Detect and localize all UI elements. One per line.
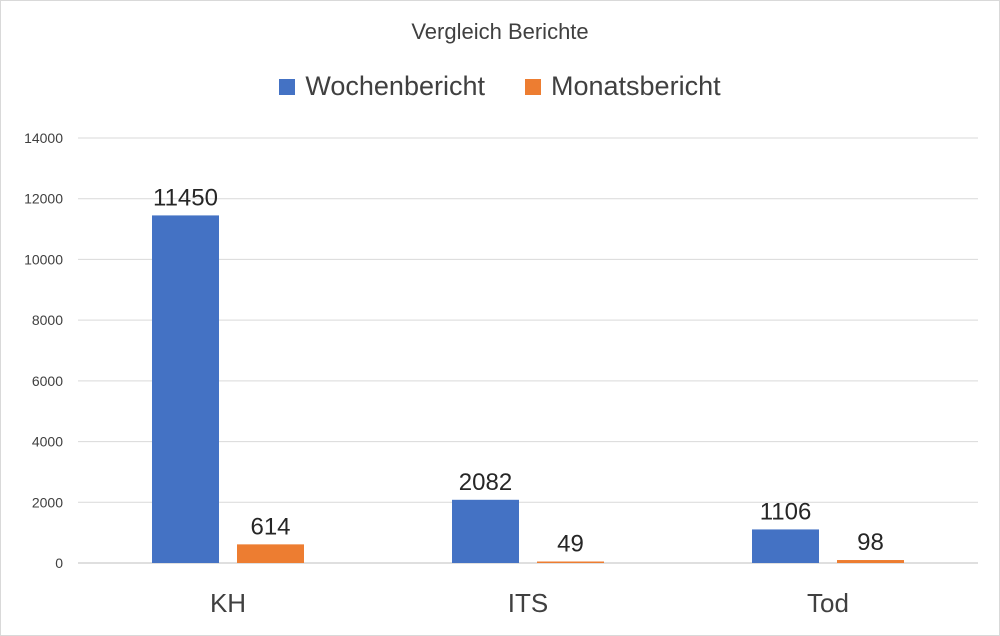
legend: Wochenbericht Monatsbericht <box>1 71 999 102</box>
y-tick-label: 14000 <box>24 130 63 146</box>
data-label: 2082 <box>459 469 512 496</box>
data-label: 98 <box>857 529 884 556</box>
bar <box>837 560 904 563</box>
data-label: 49 <box>557 531 584 558</box>
legend-swatch-wochenbericht <box>279 78 296 95</box>
data-label: 11450 <box>153 184 218 211</box>
legend-swatch-monatsbericht <box>525 78 541 95</box>
legend-label-monatsbericht: Monatsbericht <box>551 71 721 101</box>
bar <box>152 215 219 564</box>
y-tick-label: 8000 <box>32 312 63 328</box>
legend-label-wochenbericht: Wochenbericht <box>305 71 485 101</box>
bar <box>752 529 819 563</box>
y-tick-label: 10000 <box>24 251 63 267</box>
legend-item-wochenbericht: Wochenbericht <box>279 71 485 102</box>
category-label: ITS <box>508 588 548 618</box>
legend-item-monatsbericht: Monatsbericht <box>525 71 721 102</box>
category-label: Tod <box>807 588 849 618</box>
y-tick-label: 6000 <box>32 373 63 389</box>
bar <box>537 561 604 563</box>
data-label: 1106 <box>760 498 812 525</box>
bar <box>452 499 519 563</box>
y-tick-label: 12000 <box>24 191 63 207</box>
y-tick-label: 0 <box>55 555 63 571</box>
y-tick-label: 4000 <box>32 434 63 450</box>
data-label: 614 <box>250 513 290 540</box>
category-label: KH <box>210 588 246 618</box>
y-tick-label: 2000 <box>32 494 63 510</box>
chart-title: Vergleich Berichte <box>411 19 589 44</box>
bar <box>237 544 304 563</box>
